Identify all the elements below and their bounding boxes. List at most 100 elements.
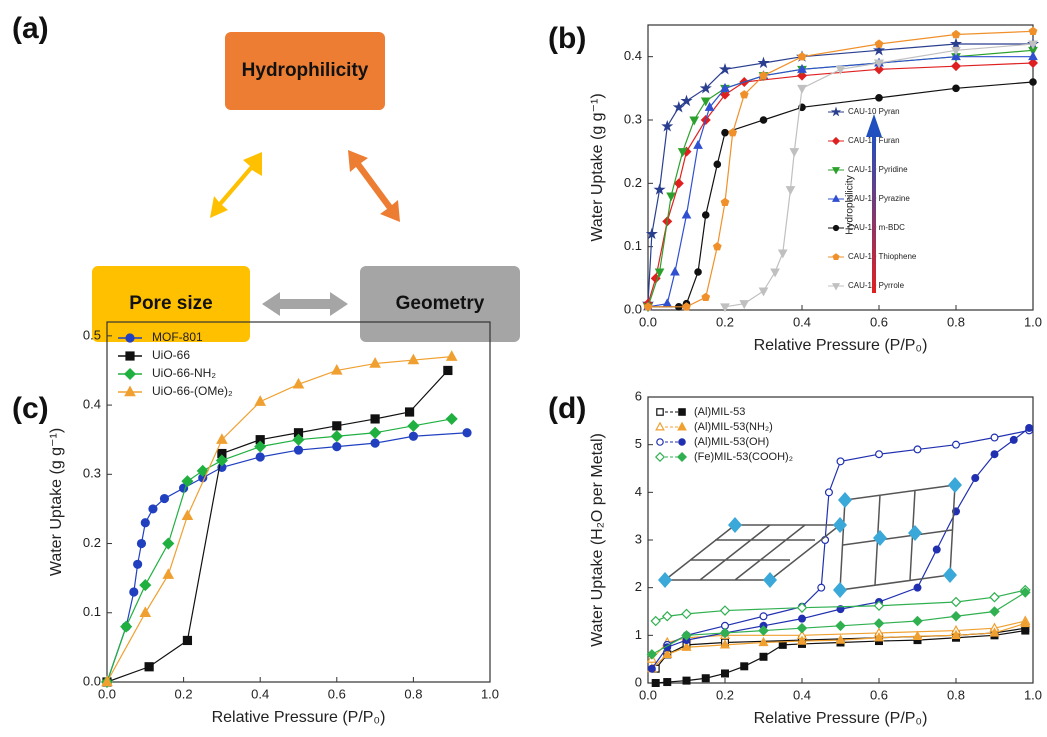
x-tick-label: 0.2 [716, 314, 734, 329]
x-axis-label: Relative Pressure (P/P₀) [754, 710, 928, 727]
marker [760, 288, 768, 295]
marker [837, 458, 844, 465]
legend-marker [126, 334, 134, 342]
marker [876, 95, 882, 101]
marker [798, 53, 805, 60]
marker [682, 609, 691, 618]
marker [655, 185, 664, 193]
x-tick-label: 1.0 [481, 686, 499, 701]
y-axis-label: Water Uptake (g g⁻¹) [48, 428, 65, 576]
marker [333, 422, 341, 430]
y-tick-label: 0.3 [624, 111, 642, 126]
x-tick-label: 0.6 [870, 687, 888, 702]
x-tick-label: 0.0 [98, 686, 116, 701]
y-tick-label: 0.2 [624, 175, 642, 190]
legend-marker [833, 138, 840, 145]
marker [648, 230, 657, 238]
marker [444, 366, 452, 374]
marker [799, 615, 806, 622]
legend-label: CAU-10 Thiophene [848, 252, 917, 261]
x-tick-label: 1.0 [1024, 687, 1042, 702]
marker [371, 439, 379, 447]
marker [722, 129, 728, 135]
marker [721, 198, 728, 205]
marker [798, 624, 807, 633]
marker [647, 650, 656, 659]
marker [760, 613, 767, 620]
y-tick-label: 0.4 [624, 48, 642, 63]
y-tick-label: 0.3 [83, 466, 101, 481]
arrow [210, 152, 262, 218]
y-tick-label: 1 [635, 627, 642, 642]
legend-label: (Fe)MIL-53(COOH)₂ [694, 451, 793, 463]
marker [952, 40, 961, 48]
x-tick-label: 0.8 [947, 687, 965, 702]
marker [648, 665, 655, 672]
x-tick-label: 0.2 [716, 687, 734, 702]
marker [149, 505, 157, 513]
marker [826, 489, 833, 496]
legend-label: CAU-10 m-BDC [848, 223, 905, 232]
marker [771, 269, 779, 276]
marker [875, 40, 882, 47]
marker [370, 428, 380, 438]
marker [702, 293, 709, 300]
series-line [107, 419, 452, 682]
marker [371, 415, 379, 423]
marker [183, 636, 191, 644]
marker [332, 431, 342, 441]
legend-label: UiO-66-NH₂ [152, 366, 216, 380]
marker [683, 677, 690, 684]
marker [137, 540, 145, 548]
marker [876, 451, 883, 458]
marker [1026, 425, 1033, 432]
y-axis-label: Water Uptake (H₂O per Metal) [589, 433, 606, 647]
marker [141, 608, 151, 617]
legend-label: UiO-66-(OMe)₂ [152, 384, 233, 398]
panel-a: (a) Hydrophilicity Pore size Geometry [12, 12, 520, 342]
marker [836, 621, 845, 630]
y-tick-label: 2 [635, 579, 642, 594]
legend-label: CAU-10 Pyridine [848, 165, 908, 174]
y-tick-label: 5 [635, 436, 642, 451]
marker [683, 211, 691, 218]
y-tick-label: 0.5 [83, 327, 101, 342]
marker [972, 475, 979, 482]
panel-label: (a) [12, 12, 49, 45]
x-tick-label: 0.4 [251, 686, 269, 701]
legend-marker [656, 423, 664, 430]
panel-label: (d) [548, 392, 586, 425]
legend-marker [834, 226, 839, 231]
chart: (b)0.00.10.20.30.40.00.20.40.60.81.0Rela… [548, 22, 1042, 354]
marker [741, 663, 748, 670]
legend-label: CAU-10 Pyrrole [848, 281, 905, 290]
legend-label: (Al)MIL-53(OH) [694, 436, 769, 448]
marker [663, 122, 672, 130]
marker [702, 675, 709, 682]
marker [798, 85, 806, 92]
marker [933, 546, 940, 553]
x-tick-label: 0.4 [793, 314, 811, 329]
legend-label: MOF-801 [152, 330, 203, 344]
legend-marker [678, 453, 686, 461]
marker [140, 580, 150, 590]
x-axis-label: Relative Pressure (P/P₀) [212, 709, 386, 726]
y-tick-label: 0.2 [83, 535, 101, 550]
marker [160, 495, 168, 503]
annotation-arrowhead [866, 114, 882, 137]
series-line [107, 370, 448, 682]
legend-label: (Al)MIL-53 [694, 406, 745, 418]
legend-marker [833, 168, 839, 174]
marker [787, 187, 795, 194]
legend-marker [657, 439, 663, 445]
legend-marker [656, 453, 664, 461]
marker [952, 612, 961, 621]
marker [333, 443, 341, 451]
legend-marker [833, 254, 839, 259]
legend-marker [679, 439, 685, 445]
marker [447, 414, 457, 424]
y-tick-label: 0.1 [83, 604, 101, 619]
marker [447, 351, 457, 360]
structure-illustration [658, 477, 962, 598]
legend-label: (Al)MIL-53(NH₂) [694, 421, 773, 433]
